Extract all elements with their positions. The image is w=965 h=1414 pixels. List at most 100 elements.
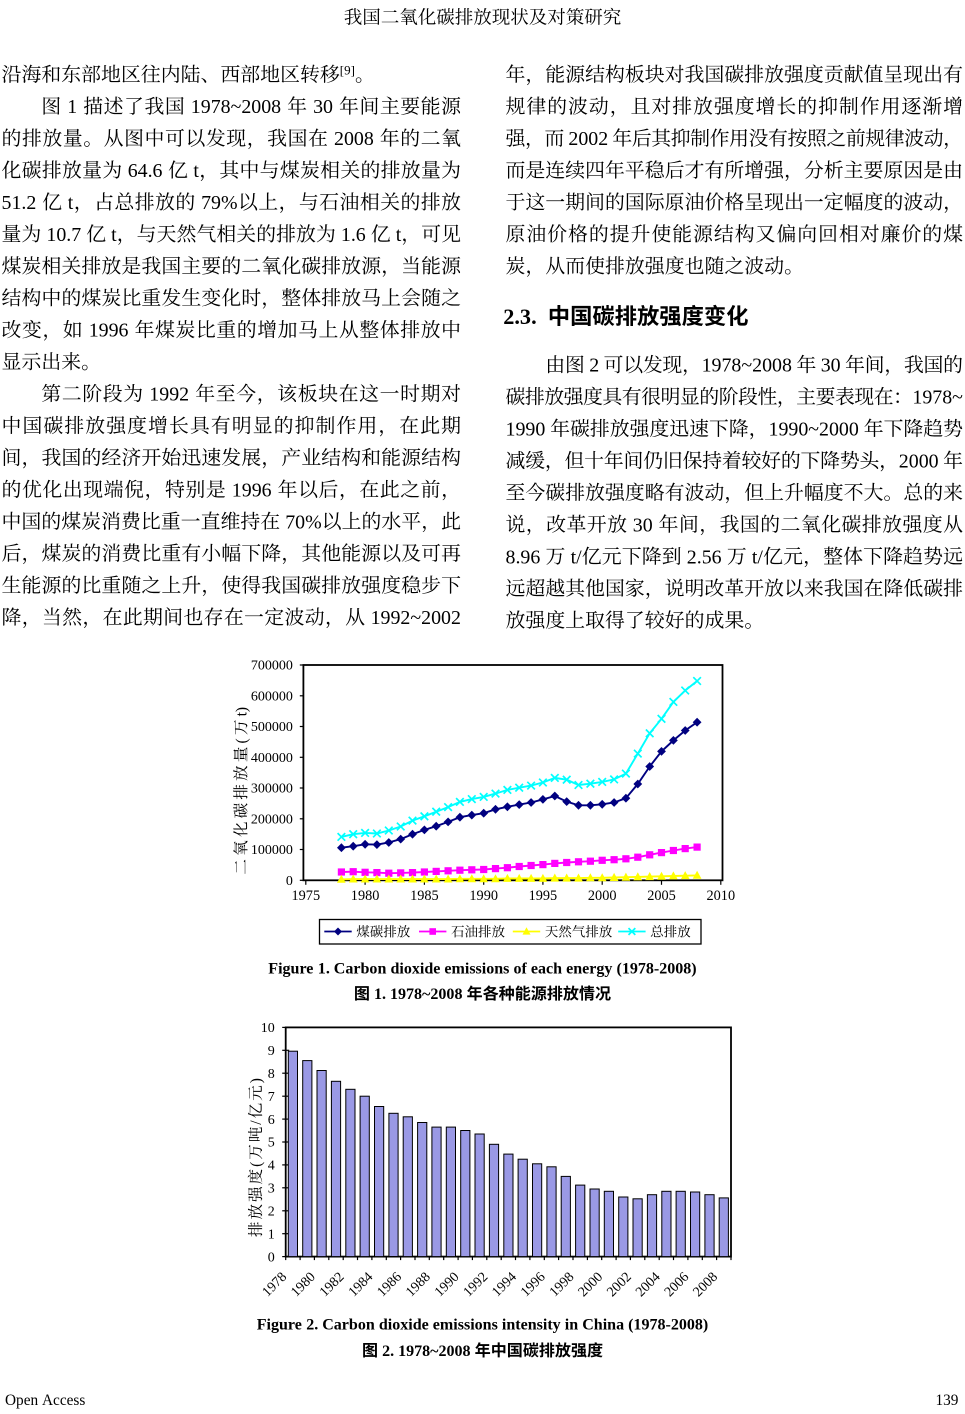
svg-text:700000: 700000 bbox=[251, 659, 293, 674]
svg-text:10.7: 10.7 bbox=[46, 224, 81, 246]
svg-text:10: 10 bbox=[261, 1021, 275, 1036]
svg-text:t/: t/ bbox=[752, 546, 764, 568]
svg-text:9: 9 bbox=[268, 1044, 275, 1059]
svg-text:1978~2008: 1978~2008 bbox=[398, 1343, 470, 1360]
svg-text:emissions: emissions bbox=[433, 1317, 498, 1334]
svg-text:2004: 2004 bbox=[633, 1270, 663, 1300]
svg-text:2: 2 bbox=[268, 1205, 275, 1220]
svg-text:30: 30 bbox=[633, 514, 653, 536]
svg-text:of: of bbox=[514, 961, 528, 978]
svg-text:70%: 70% bbox=[285, 511, 321, 533]
svg-text:Access: Access bbox=[42, 1392, 85, 1409]
svg-text:1988: 1988 bbox=[403, 1270, 433, 1300]
svg-text:dioxide: dioxide bbox=[379, 1317, 429, 1334]
svg-text:1975: 1975 bbox=[292, 888, 321, 904]
svg-text:600000: 600000 bbox=[251, 690, 293, 705]
svg-text:Carbon: Carbon bbox=[334, 961, 387, 978]
svg-text:1978: 1978 bbox=[260, 1270, 290, 1300]
svg-text:Figure: Figure bbox=[257, 1317, 302, 1334]
svg-text:1994: 1994 bbox=[490, 1270, 520, 1300]
svg-text:2: 2 bbox=[589, 355, 599, 377]
svg-text:t/: t/ bbox=[571, 546, 583, 568]
svg-text:51.2: 51.2 bbox=[2, 192, 37, 214]
svg-text:1992: 1992 bbox=[461, 1270, 491, 1300]
svg-text:intensity: intensity bbox=[502, 1317, 561, 1334]
svg-text:400000: 400000 bbox=[251, 751, 293, 766]
svg-text:2008: 2008 bbox=[691, 1270, 721, 1300]
svg-text:2005: 2005 bbox=[647, 888, 676, 904]
svg-text:8.96: 8.96 bbox=[506, 546, 541, 568]
svg-text:1980: 1980 bbox=[288, 1270, 318, 1300]
svg-text:7: 7 bbox=[268, 1090, 275, 1105]
svg-text:t: t bbox=[396, 224, 402, 246]
svg-text:1978~2008: 1978~2008 bbox=[191, 96, 281, 118]
svg-text:2000: 2000 bbox=[899, 451, 939, 473]
svg-text:1978~2008: 1978~2008 bbox=[702, 355, 792, 377]
svg-text:1990: 1990 bbox=[432, 1270, 462, 1300]
svg-text:2010: 2010 bbox=[707, 888, 736, 904]
svg-text:Open: Open bbox=[5, 1392, 38, 1409]
svg-text:1978~: 1978~ bbox=[912, 387, 963, 409]
svg-text:300000: 300000 bbox=[251, 782, 293, 797]
svg-text:2006: 2006 bbox=[662, 1270, 692, 1300]
svg-text:in: in bbox=[565, 1317, 578, 1334]
svg-text:(: ( bbox=[248, 1162, 265, 1167]
svg-text:30: 30 bbox=[313, 96, 333, 118]
svg-text:64.6: 64.6 bbox=[128, 160, 163, 182]
svg-text:): ) bbox=[248, 1078, 265, 1083]
svg-text:1985: 1985 bbox=[410, 888, 439, 904]
svg-text:2.56: 2.56 bbox=[687, 546, 722, 568]
svg-text:1990: 1990 bbox=[469, 888, 498, 904]
svg-text:t: t bbox=[193, 160, 199, 182]
svg-text:0: 0 bbox=[286, 874, 293, 889]
svg-text:(: ( bbox=[233, 738, 250, 743]
svg-text:3: 3 bbox=[268, 1182, 275, 1197]
svg-text:1.6: 1.6 bbox=[341, 224, 366, 246]
svg-text:1980: 1980 bbox=[351, 888, 380, 904]
svg-text:/: / bbox=[248, 1120, 265, 1125]
svg-text:t: t bbox=[68, 192, 74, 214]
svg-text:0: 0 bbox=[268, 1250, 275, 1265]
svg-text:79%: 79% bbox=[201, 192, 237, 214]
svg-text:2000: 2000 bbox=[576, 1270, 606, 1300]
svg-text:4: 4 bbox=[268, 1159, 275, 1174]
svg-text:100000: 100000 bbox=[251, 843, 293, 858]
svg-text:[9]: [9] bbox=[340, 62, 355, 77]
svg-text:1995: 1995 bbox=[529, 888, 558, 904]
svg-text:t): t) bbox=[233, 707, 250, 717]
svg-text:1996: 1996 bbox=[89, 320, 129, 342]
svg-text:1.: 1. bbox=[318, 961, 330, 978]
svg-text:1: 1 bbox=[268, 1227, 275, 1242]
svg-text:China: China bbox=[582, 1317, 624, 1334]
svg-text:1992~2002: 1992~2002 bbox=[371, 607, 461, 629]
svg-text:dioxide: dioxide bbox=[391, 961, 441, 978]
svg-text:1978~2008: 1978~2008 bbox=[390, 986, 462, 1003]
svg-text:(1978-2008): (1978-2008) bbox=[628, 1317, 708, 1334]
svg-text:1996: 1996 bbox=[518, 1270, 548, 1300]
svg-text:(1978-2008): (1978-2008) bbox=[617, 961, 697, 978]
svg-text:500000: 500000 bbox=[251, 720, 293, 735]
svg-text:2000: 2000 bbox=[588, 888, 617, 904]
svg-text:30: 30 bbox=[821, 355, 841, 377]
svg-text:each: each bbox=[531, 961, 562, 978]
svg-text:200000: 200000 bbox=[251, 813, 293, 828]
svg-text:2.: 2. bbox=[306, 1317, 318, 1334]
svg-text:2002: 2002 bbox=[568, 128, 608, 150]
svg-text:energy: energy bbox=[566, 961, 612, 978]
svg-text:1982: 1982 bbox=[317, 1270, 347, 1300]
svg-text:t: t bbox=[111, 224, 117, 246]
svg-text:2002: 2002 bbox=[604, 1270, 634, 1300]
svg-text:2008: 2008 bbox=[334, 128, 374, 150]
svg-text:1: 1 bbox=[67, 96, 77, 118]
svg-text:1996: 1996 bbox=[232, 479, 272, 501]
svg-text:1990~2000: 1990~2000 bbox=[769, 419, 859, 441]
svg-text:1990: 1990 bbox=[506, 419, 546, 441]
svg-text:1998: 1998 bbox=[547, 1270, 577, 1300]
svg-text:6: 6 bbox=[268, 1113, 275, 1128]
svg-text:8: 8 bbox=[268, 1067, 275, 1082]
svg-text:5: 5 bbox=[268, 1136, 275, 1151]
svg-text:2.: 2. bbox=[382, 1343, 394, 1360]
svg-text:Figure: Figure bbox=[268, 961, 313, 978]
svg-text:1992: 1992 bbox=[149, 384, 189, 406]
svg-text:Carbon: Carbon bbox=[322, 1317, 375, 1334]
